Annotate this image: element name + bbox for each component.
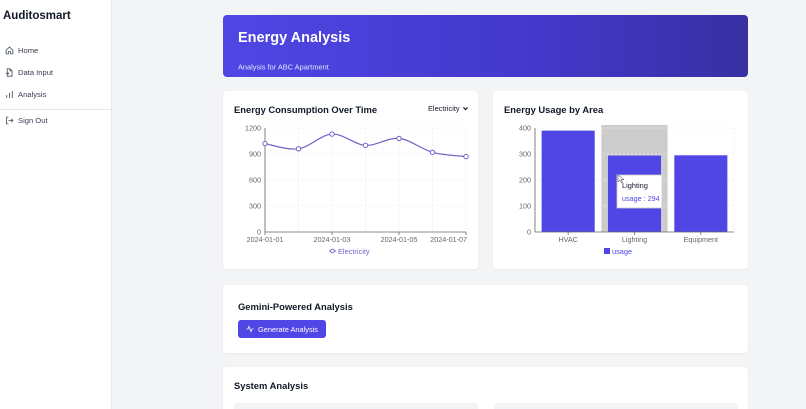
sidebar-item-sign-out[interactable]: Sign Out	[5, 116, 48, 125]
y-tick-label: 900	[249, 150, 261, 159]
usage-bar-chart: 0 100 200 300 400 HVAC Lighting Equipment usage L…	[519, 124, 735, 256]
system-analysis-panel-left	[234, 403, 478, 409]
data-point	[396, 135, 402, 142]
page-title: Energy Analysis	[238, 30, 351, 46]
home-icon	[5, 46, 14, 55]
legend-label: Electricity	[338, 247, 370, 256]
tooltip-box	[616, 174, 663, 209]
x-tick-label: HVAC	[558, 235, 577, 244]
tooltip-category: Lighting	[622, 181, 648, 190]
energy-type-select[interactable]: Electricity	[428, 104, 469, 113]
y-tick-label: 100	[519, 202, 531, 211]
data-point	[362, 142, 369, 149]
legend-label: usage	[612, 247, 632, 256]
bar-chart-icon	[6, 91, 13, 98]
sidebar-divider	[0, 109, 111, 110]
bar-hvac	[541, 130, 595, 232]
x-tick-label: Equipment	[684, 235, 718, 244]
bar-equipment	[674, 155, 728, 232]
sidebar-item-label: Home	[18, 46, 39, 55]
y-tick-label: 0	[527, 228, 531, 237]
y-tick-label: 300	[519, 150, 531, 159]
sidebar: Auditosmart Home Data Input Analysis Sig…	[0, 0, 112, 409]
sidebar-item-label: Sign Out	[18, 116, 48, 125]
x-tick-label: Lighting	[622, 235, 647, 244]
y-tick-label: 400	[519, 124, 531, 133]
gemini-analysis-card: Gemini-Powered Analysis Generate Analysi…	[223, 285, 748, 353]
energy-usage-card: Energy Usage by Area 0 100 200 300 400 HVAC Li…	[493, 91, 748, 269]
energy-consumption-card: Energy Consumption Over Time Electricity…	[223, 91, 478, 269]
legend: Electricity	[329, 247, 370, 256]
x-tick-label: 2024-01-07	[430, 235, 467, 244]
consumption-line-chart: 0 300 600 900 1200 2024-01-01 2024-01-03 2024-0…	[245, 124, 469, 256]
sign-out-icon	[5, 116, 14, 125]
energy-type-select-value: Electricity	[428, 104, 460, 113]
data-point	[463, 153, 469, 160]
sidebar-item-data-input[interactable]: Data Input	[5, 68, 53, 77]
system-analysis-card: System Analysis	[223, 367, 748, 409]
card-title: Gemini-Powered Analysis	[238, 301, 353, 312]
file-input-icon	[5, 68, 13, 77]
sidebar-item-label: Data Input	[18, 68, 54, 77]
card-title: Energy Usage by Area	[504, 104, 604, 115]
activity-icon	[246, 325, 254, 333]
generate-analysis-label: Generate Analysis	[258, 324, 318, 334]
x-tick-label: 2024-01-05	[381, 235, 418, 244]
legend-point-marker	[330, 248, 335, 254]
data-point	[329, 131, 335, 137]
y-tick-label: 300	[249, 202, 261, 211]
app-logo-text: Auditosmart	[3, 10, 71, 22]
mouse-cursor-icon	[617, 174, 625, 184]
x-tick-label: 2024-01-03	[314, 235, 351, 244]
system-analysis-panel-right	[494, 403, 738, 409]
data-point	[429, 149, 436, 155]
page-subtitle: Analysis for ABC Apartment	[238, 62, 329, 72]
y-tick-label: 200	[519, 176, 531, 185]
y-tick-label: 600	[249, 176, 261, 185]
sidebar-item-analysis[interactable]: Analysis	[5, 90, 46, 99]
y-tick-label: 0	[257, 228, 261, 237]
page-header-banner: Energy Analysis Analysis for ABC Apartme…	[223, 15, 748, 77]
sidebar-item-label: Analysis	[18, 90, 47, 99]
card-title: System Analysis	[234, 380, 309, 391]
x-tick-label: 2024-01-01	[247, 235, 284, 244]
legend: usage	[604, 247, 632, 256]
sidebar-item-home[interactable]: Home	[5, 46, 38, 55]
data-point	[262, 140, 268, 147]
data-point	[295, 146, 302, 152]
chevron-down-icon	[462, 107, 468, 111]
tooltip-value: usage : 294	[622, 194, 660, 203]
card-title: Energy Consumption Over Time	[234, 104, 378, 115]
generate-analysis-button[interactable]: Generate Analysis	[238, 320, 326, 338]
chart-tooltip: Lighting usage : 294	[616, 174, 663, 209]
y-tick-label: 1200	[245, 124, 261, 133]
legend-swatch	[604, 248, 610, 254]
